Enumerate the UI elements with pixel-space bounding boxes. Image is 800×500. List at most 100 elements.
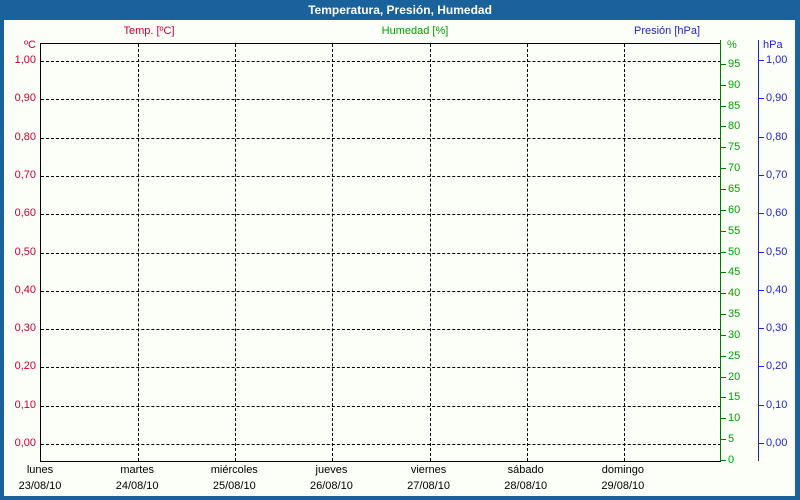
temperature-tick-label: 0,50	[14, 245, 36, 258]
day-label: viernes 27/08/10	[407, 464, 450, 493]
humidity-tick-label: 30	[728, 328, 741, 341]
gridline-vertical	[138, 44, 140, 461]
humidity-tick-label: 0	[728, 454, 735, 466]
day-label: lunes 23/08/10	[19, 464, 62, 493]
legend-humidity: Humedad [%]	[381, 25, 449, 37]
pressure-tick	[759, 60, 764, 61]
pressure-tick-label: 0,70	[766, 168, 788, 181]
pressure-tick	[759, 98, 764, 100]
humidity-tick-label: 85	[728, 99, 741, 112]
day-name: viernes	[410, 464, 447, 476]
humidity-tick-label: 90	[728, 78, 741, 91]
day-label: sábado 28/08/10	[504, 464, 547, 493]
humidity-tick-label: 25	[728, 349, 741, 362]
pressure-tick-label: 0,90	[766, 92, 788, 105]
temperature-tick-label: 0,40	[14, 283, 36, 296]
gridline-vertical	[526, 44, 528, 461]
humidity-tick-label: 40	[728, 287, 741, 300]
humidity-tick	[721, 376, 726, 378]
temperature-tick-label: 1,00	[14, 54, 36, 66]
humidity-tick	[721, 439, 726, 441]
humidity-tick	[721, 293, 726, 295]
temperature-tick-label: 0,70	[14, 168, 36, 181]
day-label: martes 24/08/10	[116, 464, 159, 493]
legend-temperature: Temp. [ºC]	[123, 25, 175, 37]
day-name: sábado	[507, 464, 544, 476]
humidity-tick	[721, 63, 726, 65]
humidity-tick-label: 55	[728, 224, 741, 237]
gridline-vertical	[235, 44, 237, 461]
humidity-tick-label: 75	[728, 141, 741, 154]
day-date: 28/08/10	[504, 480, 548, 492]
humidity-tick	[721, 168, 726, 170]
humidity-tick	[721, 147, 726, 149]
gridline-horizontal	[41, 175, 721, 177]
humidity-tick	[721, 251, 726, 253]
gridline-horizontal	[41, 329, 721, 331]
pressure-tick	[759, 174, 764, 176]
gridline-horizontal	[41, 290, 721, 292]
pressure-axis-line	[758, 40, 759, 461]
temperature-tick-label: 0,20	[14, 360, 36, 373]
humidity-tick-label: 50	[728, 245, 741, 258]
humidity-tick-label: 15	[728, 391, 741, 404]
humidity-tick	[721, 126, 726, 128]
humidity-tick	[721, 334, 726, 336]
gridline-vertical	[429, 44, 431, 461]
chart-title: Temperatura, Presión, Humedad	[308, 3, 492, 17]
humidity-tick-label: 45	[728, 266, 741, 279]
day-name: martes	[120, 464, 154, 476]
humidity-axis-line	[720, 40, 721, 461]
humidity-tick-label: 95	[728, 57, 741, 70]
humidity-tick	[721, 105, 726, 107]
pressure-tick-label: 0,80	[766, 130, 788, 143]
gridline-horizontal	[41, 214, 721, 216]
humidity-tick	[721, 355, 726, 357]
temperature-tick-label: 0,90	[14, 92, 36, 105]
gridline-horizontal	[41, 252, 721, 254]
pressure-axis-unit: hPa	[763, 39, 783, 51]
day-name: miércoles	[210, 464, 258, 476]
humidity-tick-label: 60	[728, 203, 741, 216]
humidity-tick	[721, 188, 726, 190]
pressure-tick	[759, 328, 764, 330]
humidity-tick	[721, 314, 726, 316]
day-label: domingo 29/08/10	[601, 464, 644, 493]
pressure-tick	[759, 289, 764, 291]
pressure-tick	[759, 404, 764, 406]
pressure-tick-label: 0,40	[766, 283, 788, 296]
pressure-tick-label: 0,00	[766, 437, 788, 449]
humidity-tick	[721, 209, 726, 211]
plot-area	[40, 43, 721, 462]
humidity-tick-label: 20	[728, 370, 741, 383]
gridline-horizontal	[41, 99, 721, 101]
pressure-tick-label: 0,20	[766, 360, 788, 373]
pressure-tick	[759, 213, 764, 215]
pressure-tick-label: 0,30	[766, 322, 788, 335]
temperature-tick-label: 0,10	[14, 398, 36, 411]
day-name: jueves	[315, 464, 348, 476]
day-name: lunes	[26, 464, 54, 476]
temperature-tick-label: 0,30	[14, 322, 36, 335]
day-label: miércoles 25/08/10	[211, 464, 258, 493]
pressure-tick	[759, 136, 764, 138]
humidity-tick-label: 35	[728, 308, 741, 321]
pressure-tick-label: 0,60	[766, 207, 788, 220]
humidity-tick	[721, 272, 726, 274]
legend-pressure: Presión [hPa]	[633, 25, 701, 37]
day-date: 25/08/10	[212, 480, 256, 492]
humidity-tick	[721, 230, 726, 232]
gridline-horizontal	[41, 367, 721, 369]
humidity-tick-label: 65	[728, 182, 741, 195]
humidity-tick	[721, 460, 726, 461]
day-date: 23/08/10	[18, 480, 62, 492]
gridline-vertical	[623, 44, 625, 461]
gridline-horizontal	[41, 137, 721, 139]
pressure-tick	[759, 366, 764, 368]
pressure-tick-label: 1,00	[766, 54, 788, 66]
day-name: domingo	[601, 464, 644, 476]
gridline-horizontal	[41, 405, 721, 407]
humidity-tick-label: 80	[728, 120, 741, 133]
day-date: 26/08/10	[310, 480, 353, 492]
